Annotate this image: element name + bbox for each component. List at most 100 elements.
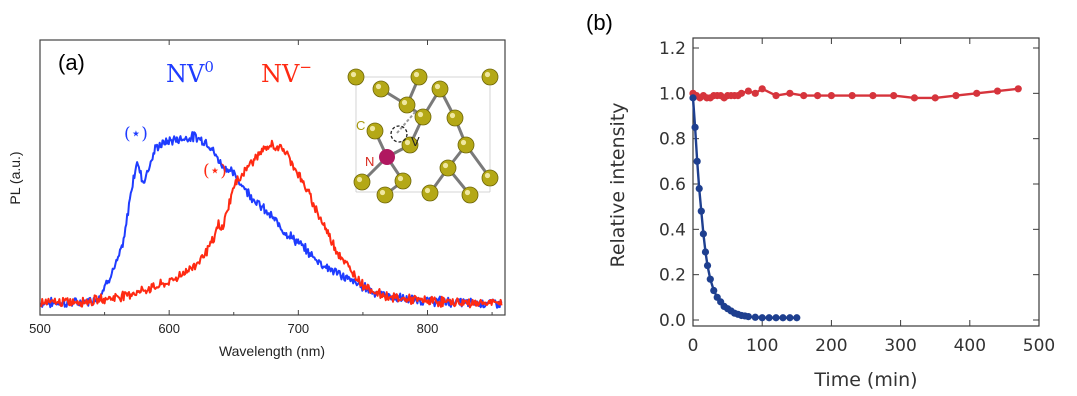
red-series-point — [786, 89, 794, 97]
panel-b-xtick-label: 0 — [688, 336, 699, 356]
carbon-atom — [421, 184, 439, 202]
red-series-point — [813, 92, 822, 100]
red-series-point — [737, 89, 746, 97]
vacancy-ring — [390, 125, 408, 143]
panel-a: (a) 500 600 700 800 Wavelength (nm) PL (a.u… — [7, 39, 506, 359]
carbon-atom — [398, 96, 416, 114]
carbon-atom-highlight — [484, 172, 491, 179]
carbon-atom — [347, 68, 365, 86]
blue-series-point — [706, 275, 714, 283]
panel-b-ticks: 0 100 200 300 400 500 0.0 0.2 0.4 0.6 0.8 1.0 1.2 — [659, 38, 1055, 356]
blue-series-point — [710, 286, 718, 295]
red-series-point — [827, 92, 836, 100]
panel-a-xtick-label: 500 — [29, 321, 51, 336]
carbon-atom-highlight — [464, 189, 471, 196]
nitrogen-atom — [379, 149, 395, 165]
blue-series-point — [779, 314, 787, 322]
carbon-atom-highlight — [356, 176, 363, 183]
carbon-atom-highlight — [442, 162, 449, 169]
carbon-atom — [376, 186, 394, 204]
panel-a-series — [40, 131, 503, 309]
carbon-atom-highlight — [401, 99, 408, 106]
blue-series-point — [693, 157, 701, 165]
nvm-spectrum-line — [40, 139, 503, 309]
red-series-point — [890, 92, 898, 100]
carbon-atom-highlight — [375, 83, 382, 90]
carbon-atom — [481, 169, 499, 187]
blue-series-point — [695, 184, 703, 193]
red-series-point — [772, 92, 780, 100]
carbon-atom-highlight — [379, 189, 386, 196]
panel-b-xlabel: Time (min) — [813, 369, 917, 391]
carbon-atom — [431, 80, 449, 98]
inset-n-label: N — [365, 154, 374, 169]
carbon-atom — [461, 186, 479, 204]
carbon-atom-highlight — [484, 71, 491, 78]
panel-a-xlabel: Wavelength (nm) — [219, 343, 325, 359]
blue-series-point — [786, 314, 794, 322]
nv0-label: NV0 — [166, 58, 214, 88]
panel-b-ytick-label: 0.8 — [659, 130, 686, 150]
inset-atoms — [347, 68, 499, 204]
red-series-point — [910, 94, 919, 102]
panel-a-xtick-label: 800 — [417, 321, 439, 336]
red-series-point — [952, 92, 960, 100]
blue-series-point — [689, 94, 697, 102]
red-series-point — [800, 92, 808, 100]
blue-series-point — [793, 314, 801, 322]
panel-b-ytick-label: 1.2 — [659, 39, 686, 59]
carbon-atom — [410, 68, 428, 86]
nv-center-lattice-inset: C N V — [342, 60, 499, 208]
carbon-atom — [439, 159, 457, 177]
red-series-point — [931, 94, 939, 102]
blue-series-point — [744, 313, 752, 321]
red-series-point — [1014, 85, 1022, 93]
carbon-atom-highlight — [350, 71, 357, 78]
red-series-point — [744, 87, 752, 95]
panel-a-ticks: 500 600 700 800 — [29, 40, 493, 336]
blue-series-point — [772, 314, 780, 322]
panel-b-ytick-label: 0.6 — [659, 175, 686, 195]
panel-a-frame — [39, 39, 506, 316]
panel-a-label: (a) — [58, 50, 85, 75]
panel-b-xtick-label: 100 — [746, 336, 778, 356]
blue-series-point — [697, 207, 705, 215]
carbon-atom-highlight — [404, 139, 411, 146]
nv0-zpl-marker: (⋆) — [124, 124, 148, 144]
carbon-atom-highlight — [397, 175, 404, 182]
panel-b-ytick-label: 0.0 — [659, 311, 686, 331]
panel-b-frame — [692, 37, 1040, 327]
carbon-atom — [353, 173, 371, 191]
red-series-point — [993, 87, 1002, 95]
blue-series-point — [701, 248, 710, 256]
carbon-atom — [481, 68, 499, 86]
panel-a-xtick-label: 600 — [158, 321, 180, 336]
carbon-atom-highlight — [460, 139, 467, 146]
blue-series-point — [699, 230, 707, 238]
carbon-atom-highlight — [434, 83, 441, 90]
carbon-atom-highlight — [413, 71, 420, 78]
carbon-atom — [446, 109, 464, 127]
carbon-atom — [394, 172, 412, 190]
panel-a-xtick-label: 700 — [287, 321, 309, 336]
red-series-point — [869, 92, 877, 100]
panel-b: (b) 0 100 200 300 400 500 0.0 0.2 0.4 0.6 0.8 1.0 1.… — [586, 10, 1055, 391]
carbon-atom-highlight — [417, 111, 424, 118]
carbon-atom — [457, 136, 475, 154]
panel-b-ytick-label: 0.2 — [659, 266, 686, 286]
panel-b-xtick-label: 300 — [884, 336, 916, 356]
nvm-zpl-marker: (⋆) — [203, 161, 227, 181]
panel-b-ylabel: Relative intensity — [607, 102, 629, 267]
inset-v-label: V — [411, 134, 420, 149]
panel-b-xtick-label: 500 — [1023, 336, 1055, 356]
carbon-atom — [372, 80, 390, 98]
blue-series-line — [691, 97, 797, 319]
carbon-atom — [366, 122, 384, 140]
red-series-point — [751, 89, 759, 97]
panel-b-series — [689, 85, 1022, 322]
inset-c-label: C — [356, 118, 365, 133]
panel-b-ytick-label: 0.4 — [659, 220, 686, 240]
blue-series-point — [691, 123, 699, 131]
